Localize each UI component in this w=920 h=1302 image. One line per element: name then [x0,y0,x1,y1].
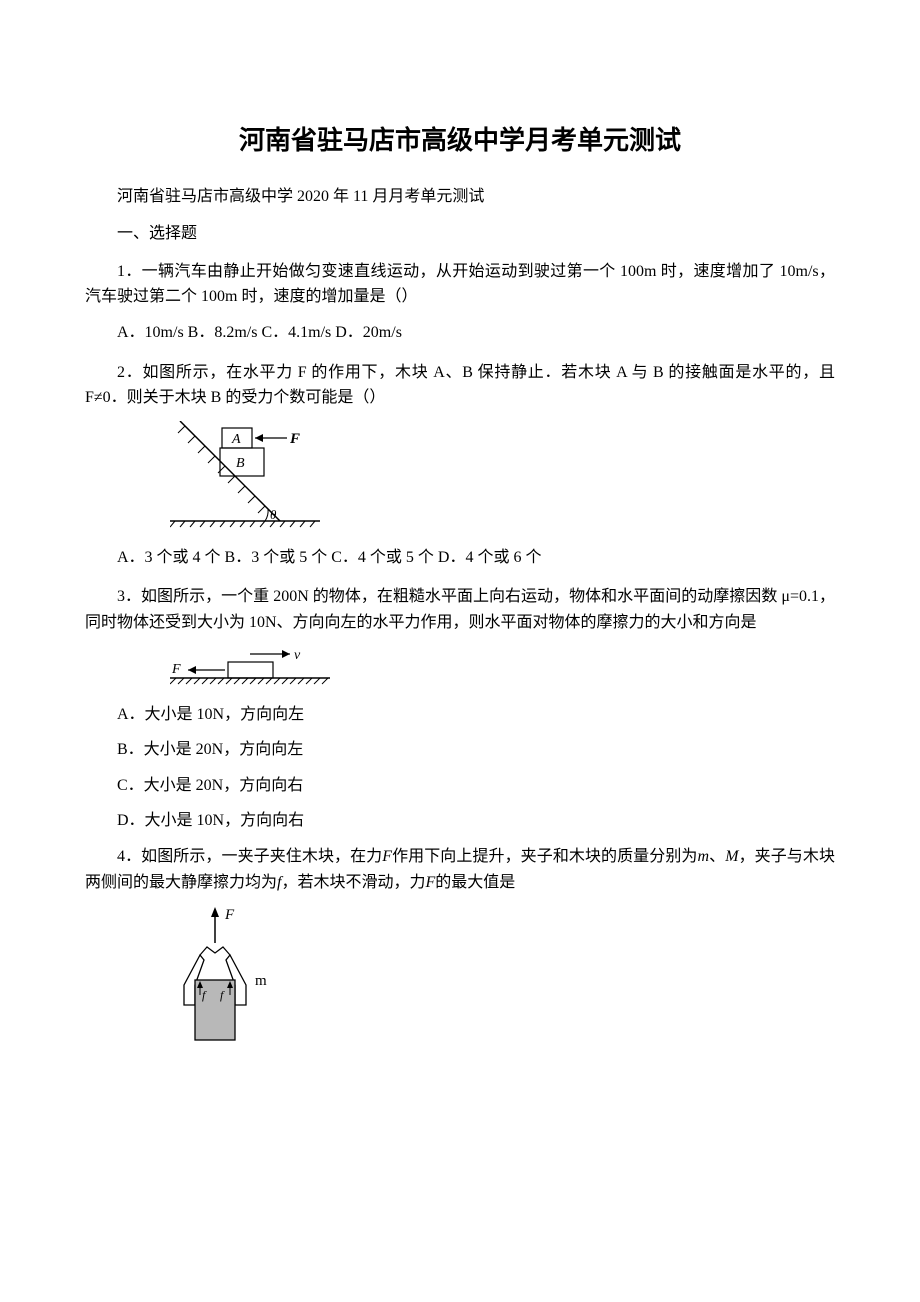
q4-label-F: F [224,907,235,923]
q2-label-a: A [231,432,241,447]
q2-options: A．3 个或 4 个 B．3 个或 5 个 C．4 个或 5 个 D．4 个或 … [85,545,835,571]
section-header: 一、选择题 [85,221,835,247]
q4-var-f1: F [382,848,392,865]
q4-text-mid1: 作用下向上提升，夹子和木块的质量分别为 [392,848,697,865]
q1-options: A．10m/s B．8.2m/s C．4.1m/s D．20m/s [85,320,835,346]
q2-figure: A F B [170,421,835,531]
page-title: 河南省驻马店市高级中学月考单元测试 [85,120,835,162]
page-content: 河南省驻马店市高级中学月考单元测试 河南省驻马店市高级中学 2020 年 11 … [0,0,920,1129]
q3-diagram-icon: v F [170,646,340,688]
q3-optC: C．大小是 20N，方向向右 [85,773,835,799]
q4-text-mid2: 、 [709,848,725,865]
q2-label-f: F [289,431,300,447]
q4-diagram-icon: F f f m [170,905,310,1055]
q3-figure: v F [170,646,835,688]
q4-text-mid4: ，若木块不滑动，力 [281,874,425,891]
q2-text: 2．如图所示，在水平力 F 的作用下，木块 A、B 保持静止．若木块 A 与 B… [85,360,835,411]
q1-text: 1．一辆汽车由静止开始做匀变速直线运动，从开始运动到驶过第一个 100m 时，速… [85,259,835,310]
q3-label-f: F [171,662,181,677]
q4-text-pre: 4．如图所示，一夹子夹住木块，在力 [117,848,382,865]
q3-label-v: v [294,648,301,663]
q3-text: 3．如图所示，一个重 200N 的物体，在粗糙水平面上向右运动，物体和水平面间的… [85,584,835,635]
q2-diagram-icon: A F B [170,421,340,531]
q4-var-F2: F [425,874,435,891]
q4-var-M: M [725,848,738,865]
q2-label-theta: θ [270,507,277,522]
q3-optD: D．大小是 10N，方向向右 [85,808,835,834]
q4-var-m: m [697,848,709,865]
q2-label-b: B [236,456,245,471]
q4-text-end: 的最大值是 [435,874,515,891]
q4-figure: F f f m [170,905,835,1055]
q3-optB: B．大小是 20N，方向向左 [85,737,835,763]
q3-optA: A．大小是 10N，方向向左 [85,702,835,728]
q4-text: 4．如图所示，一夹子夹住木块，在力F作用下向上提升，夹子和木块的质量分别为m、M… [85,844,835,895]
q4-label-m: m [255,973,267,989]
subtitle: 河南省驻马店市高级中学 2020 年 11 月月考单元测试 [85,184,835,210]
